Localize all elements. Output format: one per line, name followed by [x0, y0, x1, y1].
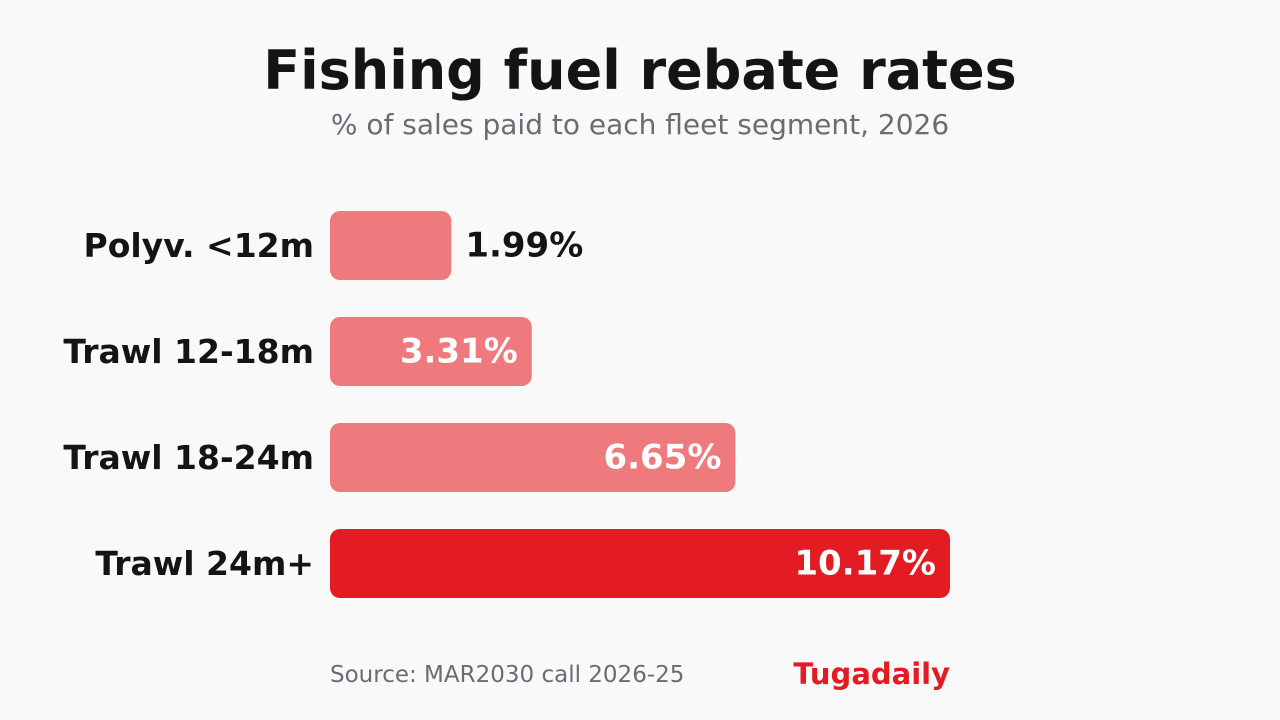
bar-2 — [330, 423, 736, 492]
value-label-0: 1.99% — [465, 226, 583, 266]
brand-logo: Tugadaily — [793, 657, 950, 691]
source-note: Source: MAR2030 call 2026-25 — [330, 662, 685, 688]
category-label-3: Trawl 24m+ — [95, 544, 314, 583]
chart-title: Fishing fuel rebate rates — [263, 39, 1017, 102]
bar-3 — [330, 529, 950, 598]
value-label-2: 6.65% — [603, 438, 721, 478]
bar-1 — [330, 317, 532, 386]
value-label-3: 10.17% — [794, 544, 936, 584]
bar-0 — [330, 211, 452, 280]
category-label-0: Polyv. <12m — [84, 226, 314, 265]
category-label-1: Trawl 12-18m — [63, 332, 314, 371]
value-label-1: 3.31% — [400, 332, 518, 372]
category-label-2: Trawl 18-24m — [63, 438, 314, 477]
chart-subtitle: % of sales paid to each fleet segment, 2… — [330, 108, 950, 141]
